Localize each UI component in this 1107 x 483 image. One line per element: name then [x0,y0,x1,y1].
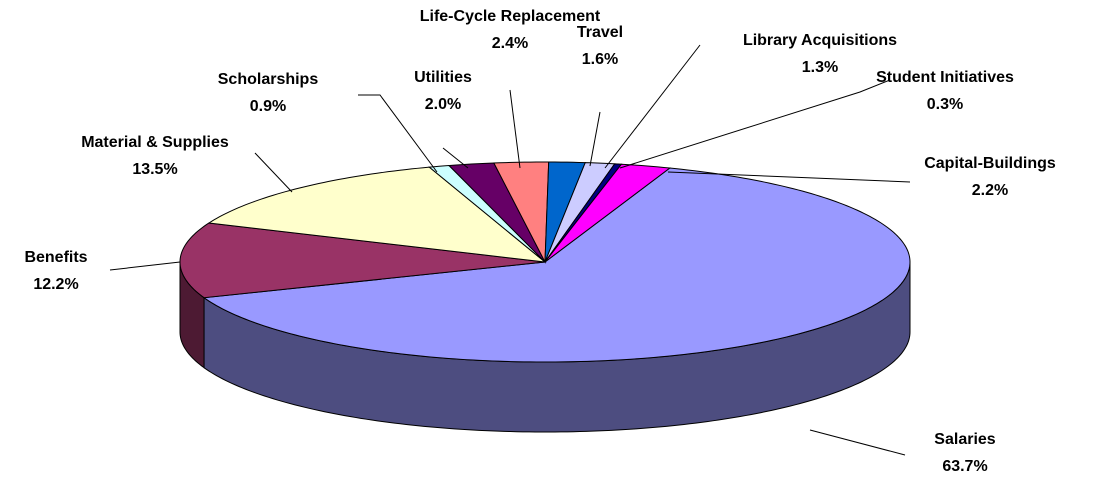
slice [447,162,546,263]
leader-line [809,429,906,456]
slice-label: Salaries [934,431,995,448]
value-label: 2.2% [972,182,1008,199]
leader-line [667,171,911,183]
leader-line [109,261,181,271]
value-label: 2.4% [492,35,528,52]
leader-line [509,89,521,169]
leader-line [619,79,891,169]
value-label: 12.2% [33,276,78,293]
slice-label: Life-Cycle Replacement [420,8,601,25]
slice [202,167,911,363]
leader-line [358,94,438,173]
slice [493,161,550,264]
slice [207,166,547,263]
value-label: 1.3% [802,59,838,76]
slice-label: Scholarships [218,71,319,88]
slice-label: Travel [577,24,623,41]
slice-label: Benefits [24,249,87,266]
leader-line [604,44,701,169]
slice [179,222,546,299]
slice-label: Capital-Buildings [924,155,1056,172]
leader-line [442,147,469,169]
slice-label: Material & Supplies [81,134,229,151]
value-label: 13.5% [132,161,177,178]
slice [544,163,672,263]
value-label: 63.7% [942,458,987,475]
value-label: 0.9% [250,98,286,115]
value-label: 1.6% [582,51,618,68]
leader-line [589,111,601,167]
value-label: 0.3% [927,96,963,113]
slice-label: Student Initiatives [876,69,1014,86]
slice-label: Library Acquisitions [743,32,897,49]
slice-label: Utilities [414,69,472,86]
value-label: 2.0% [425,96,461,113]
leader-line [254,152,293,193]
